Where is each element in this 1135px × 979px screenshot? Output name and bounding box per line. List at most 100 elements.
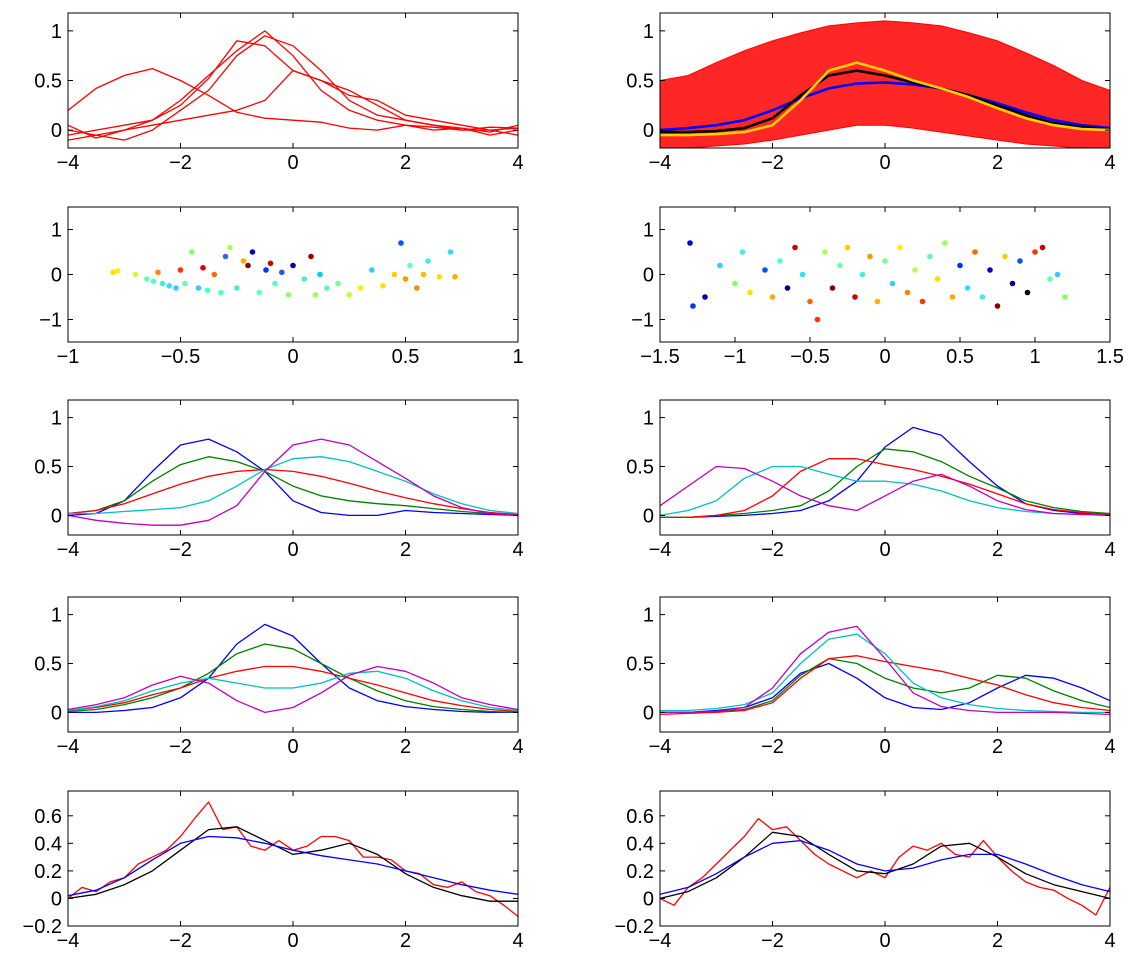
axes-frame [67,790,519,927]
scatter-point [964,285,971,291]
series-line-4 [68,456,518,515]
y-tick-label: 0.4 [626,833,654,855]
series-line-4 [68,35,518,141]
plot-area [660,625,1110,716]
scatter-point [317,271,323,278]
y-tick-label: 1 [643,21,654,43]
axes-frame [67,399,519,536]
scatter-point [904,289,911,296]
series-line-1 [660,426,1110,519]
scatter-point [357,285,364,291]
scatter-point [1002,253,1008,260]
series-line-3 [660,655,1110,716]
scatter-point [972,249,978,255]
y-tick-label: 0 [643,120,654,142]
scatter-point [132,271,139,278]
x-tick-label: 4 [1104,736,1115,758]
chart-panel-r3c1: −4 −2 0 2 4 0 0.5 1 [34,399,524,561]
y-tick-label: −0.2 [615,916,654,938]
scatter-point [335,280,341,287]
y-tick-label: 1 [643,220,654,242]
series-line-2 [660,69,1110,134]
y-tick-label: 0.5 [626,654,654,676]
y-tick-label: 0 [643,505,654,527]
x-tick-label: 4 [512,736,523,758]
scatter-point [889,280,896,287]
series-line-1 [68,67,518,131]
series-line-1 [660,817,1110,916]
series-line-2 [68,30,518,136]
scatter-point [1062,294,1068,300]
y-tick-label: 0.5 [626,457,654,479]
scatter-point [420,271,427,278]
chart-panel-r2c2: −1.5 −1 −0.5 0 0.5 1 1.5 −1 0 1 [631,206,1124,368]
scatter-point [166,283,173,289]
plot-area [660,817,1110,916]
x-tick-label: 0 [879,736,890,758]
scatter-point [447,249,454,255]
scatter-point [799,271,806,278]
x-tick-label: −1 [724,346,747,368]
y-tick-label: −0.2 [23,916,62,938]
plot-area [110,240,458,298]
y-tick-label: 1 [51,605,62,627]
scatter-point [814,316,821,323]
scatter-point [949,294,956,300]
x-tick-label: −4 [57,152,80,174]
y-tick-label: 0 [51,120,62,142]
scatter-point [717,262,723,269]
scatter-point [784,285,791,291]
scatter-point [234,285,240,291]
scatter-point [301,276,308,282]
x-tick-label: 4 [512,930,523,952]
y-tick-label: −1 [39,310,62,332]
plot-area [68,801,518,917]
series-line-4 [660,465,1110,517]
scatter-point [227,244,233,251]
x-tick-label: 0 [287,539,298,561]
scatter-point [957,262,963,269]
y-tick-label: 0 [51,702,62,724]
series-line-3 [660,839,1110,895]
x-tick-label: −2 [169,930,192,952]
scatter-point [173,285,179,291]
plot-area [660,20,1110,148]
series-line-1 [660,81,1110,132]
scatter-point [346,292,353,298]
x-tick-label: −2 [169,152,192,174]
scatter-point [290,262,296,269]
scatter-point [263,267,269,273]
chart-panel-r1c1: −4 −2 0 2 4 0 0.5 1 [34,12,524,174]
chart-panel-r2c1: −1 −0.5 0 0.5 1 −1 0 1 [39,206,524,368]
scatter-point [1054,271,1061,278]
y-tick-label: 1 [51,408,62,430]
scatter-point [189,249,195,255]
axes-frame [659,790,1111,927]
y-tick-label: 0.4 [34,833,62,855]
scatter-point [414,285,420,291]
scatter-point [919,298,926,305]
x-tick-label: 2 [400,539,411,561]
x-tick-label: 4 [1104,930,1115,952]
y-tick-label: 0.6 [626,806,654,828]
y-tick-label: 0.5 [34,457,62,479]
x-tick-label: −4 [57,736,80,758]
scatter-point [245,262,251,269]
y-tick-label: 0 [51,505,62,527]
x-tick-label: −2 [761,152,784,174]
scatter-point [747,289,753,296]
scatter-point [211,271,218,278]
y-tick-label: 0.5 [34,71,62,93]
scatter-point [942,240,948,246]
scatter-point [407,262,413,269]
series-line-2 [68,643,518,714]
chart-panel-r5c1: −4 −2 0 2 4 −0.2 0 0.2 0.4 0.6 [23,790,524,952]
axes-frame [67,596,519,733]
x-tick-label: −4 [649,152,672,174]
axes-frame [659,206,1111,343]
x-tick-label: 0 [879,539,890,561]
x-tick-label: 2 [400,930,411,952]
x-tick-label: −4 [649,539,672,561]
series-line-2 [660,657,1110,714]
scatter-point [979,294,986,300]
